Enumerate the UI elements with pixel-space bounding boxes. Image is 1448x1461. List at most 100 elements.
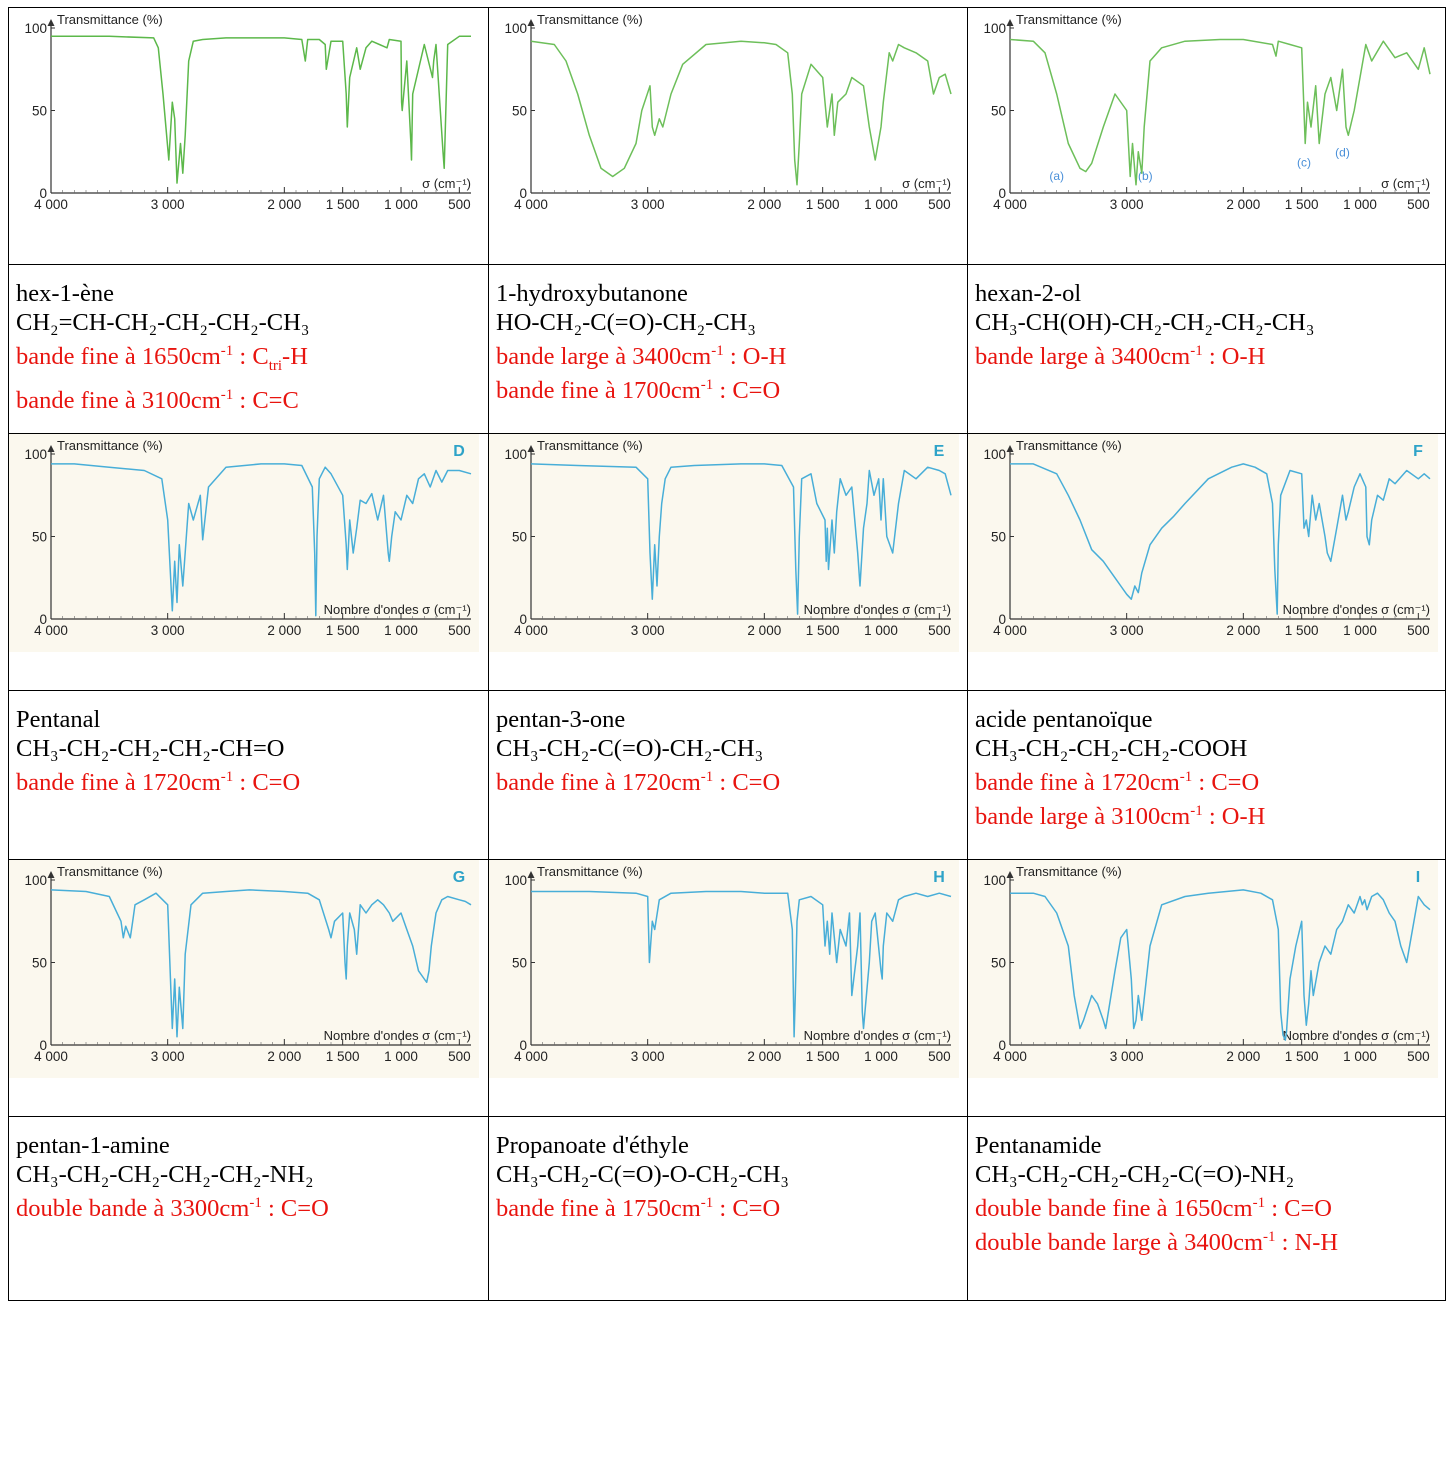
compound-description: hexan-2-ol CH₃-CH(OH)-CH₂-CH₂-CH₂-CH₃ band… [968,265,1445,371]
compound-description: 1-hydroxybutanone HO-CH₂-C(=O)-CH₂-CH₃ ban… [489,265,967,405]
description-cell: hex-1-ène CH₂=CH-CH₂-CH₂-CH₂-CH₃ bande fin… [9,265,489,434]
y-tick-label: 50 [991,530,1006,545]
y-axis-title: Transmittance (%) [1016,12,1122,27]
y-tick-label: 0 [39,612,47,627]
y-tick-label: 50 [512,956,527,971]
x-tick-label: 500 [928,623,951,638]
spectrum-letter: H [933,869,945,886]
compound-description: pentan-1-amine CH₃-CH₂-CH₂-CH₂-CH₂-NH₂ dou… [9,1117,488,1223]
ir-spectrum-5: 4 000 3 000 2 000 1 500 1 000 500 0 50 100 Transm… [489,434,959,674]
x-axis-title: Nombre d'ondes σ (cm⁻¹) [804,1028,951,1043]
y-tick-label: 0 [998,186,1006,201]
spectra-row: 4 000 3 000 2 000 1 500 1 000 500 0 50 100 Transm… [9,8,1446,265]
y-tick-label: 100 [983,447,1006,462]
x-tick-label: 1 500 [806,197,840,212]
description-cell: acide pentanoïque CH₃-CH₂-CH₂-CH₂-COOH ban… [968,691,1446,860]
compound-name: pentan-1-amine [16,1131,488,1160]
spectrum-letter: E [934,443,945,460]
x-tick-label: 1 500 [326,623,360,638]
compound-name: 1-hydroxybutanone [496,279,967,308]
ir-spectrum-3: 4 000 3 000 2 000 1 500 1 000 500 0 50 100 Transm… [968,8,1438,248]
x-tick-label: 1 500 [326,1049,360,1064]
band-assignment: bande large à 3400cm-1 : O-H [496,337,967,371]
description-cell: pentan-1-amine CH₃-CH₂-CH₂-CH₂-CH₂-NH₂ dou… [9,1117,489,1301]
x-tick-label: 1 000 [384,197,418,212]
x-tick-label: 500 [1407,1049,1430,1064]
ir-spectrum-1: 4 000 3 000 2 000 1 500 1 000 500 0 50 100 Transm… [9,8,479,248]
x-tick-label: 3 000 [631,197,665,212]
y-tick-label: 100 [504,873,527,888]
description-cell: Pentanamide CH₃-CH₂-CH₂-CH₂-C(=O)-NH₂ doub… [968,1117,1446,1301]
y-tick-label: 50 [991,104,1006,119]
spectra-table: 4 000 3 000 2 000 1 500 1 000 500 0 50 100 Transm… [8,7,1446,1301]
description-row: pentan-1-amine CH₃-CH₂-CH₂-CH₂-CH₂-NH₂ dou… [9,1117,1446,1301]
y-tick-label: 50 [991,956,1006,971]
x-tick-label: 500 [928,197,951,212]
x-axis-title: σ (cm⁻¹) [1381,176,1430,191]
x-axis-title: σ (cm⁻¹) [902,176,951,191]
spectrum-letter: G [453,869,465,886]
band-assignment: bande fine à 1650cm-1 : Ctri-H [16,337,488,381]
x-tick-label: 2 000 [267,197,301,212]
x-tick-label: 3 000 [151,197,185,212]
x-tick-label: 2 000 [747,1049,781,1064]
y-tick-label: 0 [998,1038,1006,1053]
x-tick-label: 1 500 [1285,197,1319,212]
compound-description: hex-1-ène CH₂=CH-CH₂-CH₂-CH₂-CH₃ bande fin… [9,265,488,415]
y-tick-label: 0 [998,612,1006,627]
y-tick-label: 50 [512,530,527,545]
x-tick-label: 1 500 [806,623,840,638]
x-tick-label: 3 000 [631,623,665,638]
y-tick-label: 100 [24,21,47,36]
compound-formula: CH₃-CH₂-C(=O)-O-CH₂-CH₃ [496,1160,967,1189]
compound-name: Pentanal [16,705,488,734]
spectrum-cell: 4 000 3 000 2 000 1 500 1 000 500 0 50 100 Transm… [968,434,1446,691]
y-tick-label: 0 [519,1038,527,1053]
x-tick-label: 500 [448,197,471,212]
x-tick-label: 1 500 [806,1049,840,1064]
band-assignment: double bande fine à 1650cm-1 : C=O [975,1189,1445,1223]
x-axis-title: Nombre d'ondes σ (cm⁻¹) [324,1028,471,1043]
x-tick-label: 500 [928,1049,951,1064]
spectrum-cell: 4 000 3 000 2 000 1 500 1 000 500 0 50 100 Transm… [9,860,489,1117]
y-tick-label: 50 [32,530,47,545]
compound-description: Pentanal CH₃-CH₂-CH₂-CH₂-CH=O bande fine à… [9,691,488,797]
band-assignment: double bande large à 3400cm-1 : N-H [975,1223,1445,1257]
band-assignment: bande fine à 1720cm-1 : C=O [975,763,1445,797]
ir-spectrum-4: 4 000 3 000 2 000 1 500 1 000 500050100Transm… [9,434,479,674]
x-tick-label: 1 000 [384,623,418,638]
spectrum-letter: F [1413,443,1423,460]
band-assignment: bande fine à 1750cm-1 : C=O [496,1189,967,1223]
spectrum-cell: 4 000 3 000 2 000 1 500 1 000 500 0 50 100 Transm… [968,860,1446,1117]
spectrum-letter: I [1416,869,1420,886]
y-tick-label: 100 [504,21,527,36]
compound-formula: CH₃-CH(OH)-CH₂-CH₂-CH₂-CH₃ [975,308,1445,337]
compound-name: Pentanamide [975,1131,1445,1160]
y-axis-title: Transmittance (%) [537,438,643,453]
spectra-row: 4 000 3 000 2 000 1 500 1 000 500 0 50 100 Transm… [9,860,1446,1117]
spectrum-cell: 4 000 3 000 2 000 1 500 1 000 500 0 50 100 Transm… [489,434,968,691]
compound-formula: CH₂=CH-CH₂-CH₂-CH₂-CH₃ [16,308,488,337]
spectrum-cell: 4 000 3 000 2 000 1 500 1 000 500 0 50 100 Transm… [9,8,489,265]
x-tick-label: 1 500 [326,197,360,212]
description-row: hex-1-ène CH₂=CH-CH₂-CH₂-CH₂-CH₃ bande fin… [9,265,1446,434]
spectrum-cell: 4 000 3 000 2 000 1 500 1 000 500 0 50 100 Transm… [489,8,968,265]
y-tick-label: 0 [39,1038,47,1053]
x-tick-label: 1 000 [1343,1049,1377,1064]
description-row: Pentanal CH₃-CH₂-CH₂-CH₂-CH=O bande fine à… [9,691,1446,860]
x-axis-title: σ (cm⁻¹) [422,176,471,191]
spectrum-cell: 4 000 3 000 2 000 1 500 1 000 500 0 50 100 Transm… [489,860,968,1117]
x-tick-label: 500 [448,623,471,638]
x-tick-label: 2 000 [747,623,781,638]
compound-formula: CH₃-CH₂-CH₂-CH₂-COOH [975,734,1445,763]
compound-formula: CH₃-CH₂-C(=O)-CH₂-CH₃ [496,734,967,763]
compound-name: hex-1-ène [16,279,488,308]
band-annotation: (d) [1335,146,1350,160]
y-tick-label: 100 [504,447,527,462]
compound-name: pentan-3-one [496,705,967,734]
x-tick-label: 3 000 [1110,623,1144,638]
band-assignment: double bande à 3300cm-1 : C=O [16,1189,488,1223]
x-tick-label: 3 000 [1110,197,1144,212]
y-tick-label: 50 [512,104,527,119]
y-tick-label: 100 [983,21,1006,36]
